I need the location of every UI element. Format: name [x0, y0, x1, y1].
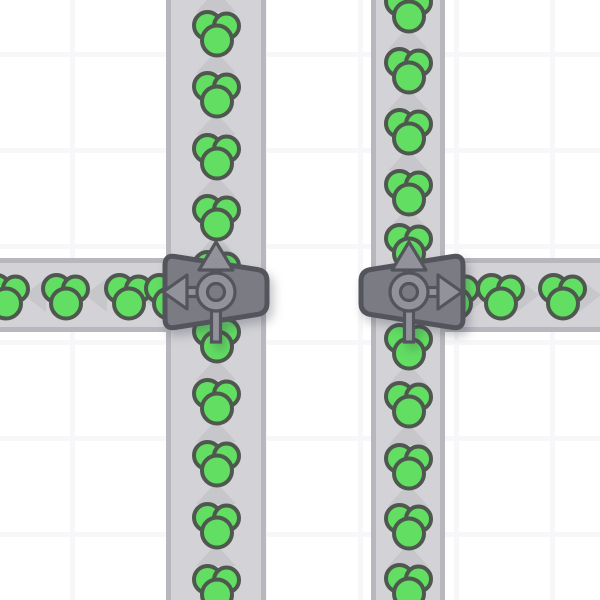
item-green-cluster	[384, 0, 433, 34]
item-green-cluster	[192, 378, 241, 426]
splitter-left[interactable]	[161, 240, 270, 344]
item-green-cluster	[192, 10, 241, 58]
item-green-cluster	[538, 273, 587, 321]
belt-direction-arrow	[388, 484, 428, 506]
belt-direction-arrow	[388, 363, 428, 385]
item-circle	[200, 207, 234, 242]
item-circle	[392, 0, 426, 34]
item-circle	[200, 453, 234, 488]
item-circle	[392, 516, 426, 551]
item-circle	[200, 515, 234, 550]
item-circle	[392, 60, 426, 95]
splitter-up-arrow-icon	[390, 240, 428, 272]
item-circle	[484, 286, 518, 321]
belt-direction-arrow	[388, 27, 428, 49]
item-green-cluster	[192, 133, 241, 181]
item-circle	[392, 121, 426, 156]
splitter-left-arrow-icon	[161, 273, 189, 311]
item-green-cluster	[384, 169, 433, 217]
belt-direction-arrow	[196, 544, 236, 566]
item-circle	[392, 456, 426, 491]
splitter-up-arrow-icon	[197, 240, 235, 272]
belt-direction-arrow	[196, 175, 236, 197]
splitter-right-arrow-icon	[436, 273, 464, 311]
belt-direction-arrow	[196, 113, 236, 135]
splitter-ring-hole-icon	[205, 281, 227, 303]
item-circle	[546, 286, 580, 321]
belt-direction-arrow	[196, 420, 236, 442]
belt-direction-arrow	[24, 278, 46, 312]
item-green-cluster	[476, 273, 525, 321]
item-circle	[392, 394, 426, 429]
item-circle	[200, 577, 234, 600]
item-green-cluster	[384, 381, 433, 429]
item-green-cluster	[192, 71, 241, 119]
item-circle	[200, 84, 234, 119]
item-green-cluster	[192, 564, 241, 600]
item-green-cluster	[192, 194, 241, 242]
item-green-cluster	[384, 503, 433, 551]
item-circle	[200, 23, 234, 58]
item-green-cluster	[384, 443, 433, 491]
belt-direction-arrow	[196, 51, 236, 73]
item-green-cluster	[41, 273, 90, 321]
item-circle	[200, 391, 234, 426]
item-green-cluster	[384, 563, 433, 600]
item-green-cluster	[384, 47, 433, 95]
item-circle	[200, 146, 234, 181]
belt-direction-arrow	[196, 0, 236, 12]
belt-direction-arrow	[388, 149, 428, 171]
item-circle	[49, 286, 83, 321]
item-circle	[392, 182, 426, 217]
belt-direction-arrow	[388, 88, 428, 110]
belt-direction-arrow	[85, 278, 107, 312]
item-circle	[392, 576, 426, 600]
item-circle	[0, 286, 23, 321]
belt-direction-arrow	[196, 358, 236, 380]
belt-direction-arrow	[388, 544, 428, 566]
item-green-cluster	[0, 273, 30, 321]
belt-direction-arrow	[196, 482, 236, 504]
item-green-cluster	[192, 502, 241, 550]
belt-direction-arrow	[388, 423, 428, 445]
splitter-ring-hole-icon	[398, 281, 420, 303]
item-circle	[112, 286, 146, 321]
item-green-cluster	[192, 440, 241, 488]
item-green-cluster	[384, 108, 433, 156]
splitter-right[interactable]	[358, 240, 466, 344]
